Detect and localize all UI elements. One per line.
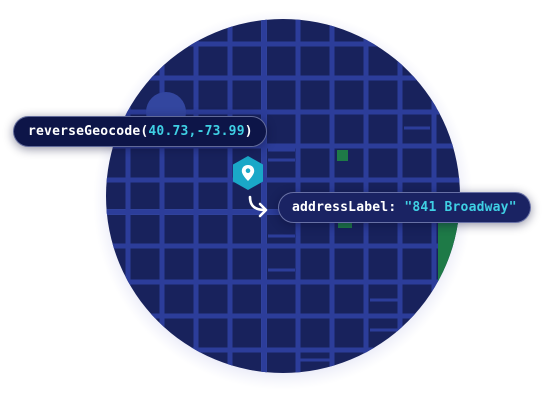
open-paren: ( [140,124,149,139]
location-pin-icon[interactable] [233,156,263,190]
function-name: reverseGeocode [28,124,141,139]
result-key: addressLabel: [292,200,397,215]
reverse-geocode-call-chip: reverseGeocode(40.73,-73.99) [13,116,267,147]
close-paren: ) [244,124,253,139]
park-block [337,150,348,161]
address-label-result-chip: addressLabel: "841 Broadway" [278,192,531,223]
curved-arrow-icon [248,195,268,218]
result-value: "841 Broadway" [404,200,517,215]
coordinates-argument: 40.73,-73.99 [148,124,245,139]
